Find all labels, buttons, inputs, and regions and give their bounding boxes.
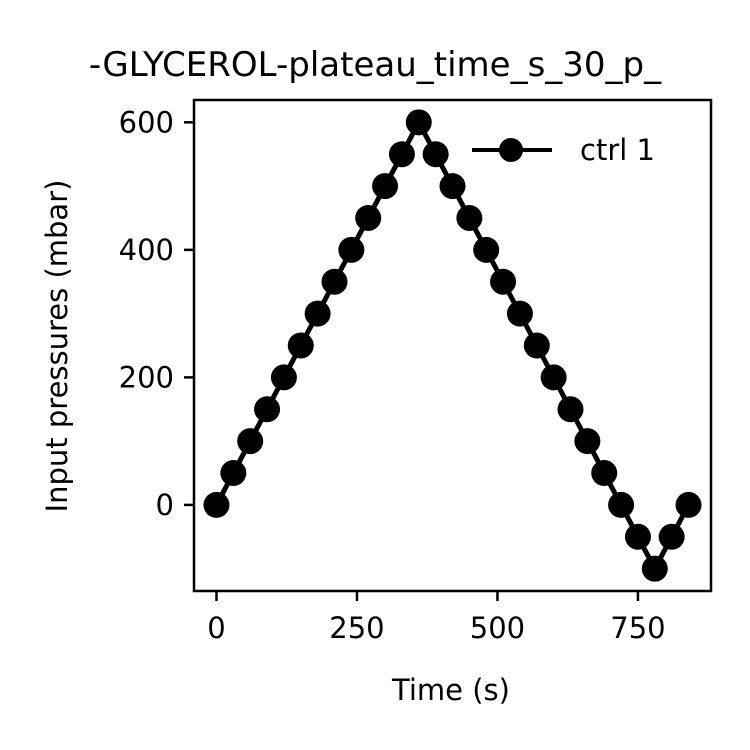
y-axis: 0 200 400 600 (119, 105, 194, 522)
y-axis-label: Input pressures (mbar) (40, 180, 74, 513)
data-point (557, 396, 584, 423)
y-tick-label: 200 (119, 360, 174, 394)
data-point (456, 204, 483, 231)
data-point (338, 236, 365, 263)
data-point (237, 428, 264, 455)
x-tick-label: 250 (329, 611, 384, 645)
plot-marks (203, 109, 702, 582)
y-tick-label: 600 (119, 105, 174, 139)
data-point (574, 428, 601, 455)
plot-frame (192, 98, 713, 593)
data-point (355, 204, 382, 231)
data-point (490, 268, 517, 295)
legend-marker-swatch (499, 138, 523, 162)
data-point (422, 141, 449, 168)
data-point (220, 460, 247, 487)
legend-label-ctrl-1: ctrl 1 (580, 133, 655, 167)
y-tick-label: 400 (119, 233, 174, 267)
data-point (203, 491, 230, 518)
data-point (523, 332, 550, 359)
legend: ctrl 1 (472, 133, 655, 167)
data-point (540, 364, 567, 391)
data-point (473, 236, 500, 263)
x-axis-label: Time (s) (391, 673, 510, 707)
data-point (321, 268, 348, 295)
data-point (506, 300, 533, 327)
x-tick-label: 500 (470, 611, 525, 645)
data-point (591, 460, 618, 487)
data-point (675, 491, 702, 518)
data-point (372, 173, 399, 200)
data-point (405, 109, 432, 136)
data-point (608, 491, 635, 518)
chart-title: -GLYCEROL-plateau_time_s_30_p_ (89, 45, 662, 85)
data-point (287, 332, 314, 359)
data-point (254, 396, 281, 423)
data-point (270, 364, 297, 391)
data-point (641, 555, 668, 582)
data-point (439, 173, 466, 200)
data-point (658, 523, 685, 550)
data-point (624, 523, 651, 550)
x-tick-label: 750 (610, 611, 665, 645)
data-point (304, 300, 331, 327)
y-tick-label: 0 (156, 488, 174, 522)
x-tick-label: 0 (207, 611, 225, 645)
data-point (388, 141, 415, 168)
x-axis: 0 250 500 750 (207, 591, 666, 645)
